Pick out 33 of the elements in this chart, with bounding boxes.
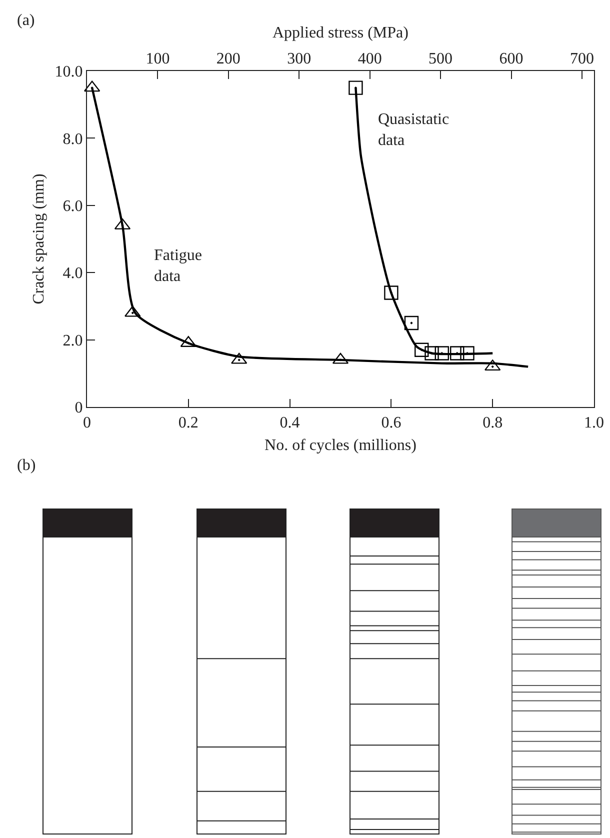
x2-axis-title: Applied stress (MPa) <box>272 24 408 42</box>
point <box>348 80 363 95</box>
text: (a) <box>17 12 35 29</box>
y-tick-label: 8.0 <box>62 130 83 148</box>
x2-tick-label: 100 <box>146 50 170 68</box>
x2-tick-label: 700 <box>570 50 594 68</box>
point <box>384 286 398 300</box>
x2-tick-label: 300 <box>287 50 312 68</box>
point <box>404 316 419 330</box>
series-label: Fatigue data <box>154 247 202 285</box>
series-label: Quasistatic data <box>378 111 450 149</box>
x-tick-label: 1.0 <box>584 414 604 432</box>
x2-tick-label: 200 <box>216 50 240 68</box>
x-tick-label: 0.2 <box>178 414 198 432</box>
x2-tick-label: 600 <box>499 50 524 68</box>
point <box>424 346 439 360</box>
x-tick-label: 0.8 <box>482 414 503 432</box>
x-axis-title: No. of cycles (millions) <box>264 437 416 454</box>
point <box>414 342 429 357</box>
x2-tick-label: 400 <box>358 50 382 68</box>
text: (b) <box>17 457 36 474</box>
x2-tick-label: 500 <box>428 50 453 68</box>
y-tick-label: 2.0 <box>62 332 83 350</box>
y-tick-label: 6.0 <box>62 198 83 215</box>
point <box>460 346 474 360</box>
point <box>434 346 449 360</box>
x-tick-label: 0.6 <box>381 414 402 432</box>
y-tick-label: 10.0 <box>54 64 83 81</box>
y-tick-label: 0 <box>74 400 83 417</box>
point <box>450 346 464 360</box>
x-tick-label: 0.4 <box>280 414 300 432</box>
y-tick-label: 4.0 <box>62 265 83 282</box>
y-axis-title: Crack spacing (mm) <box>30 174 48 304</box>
